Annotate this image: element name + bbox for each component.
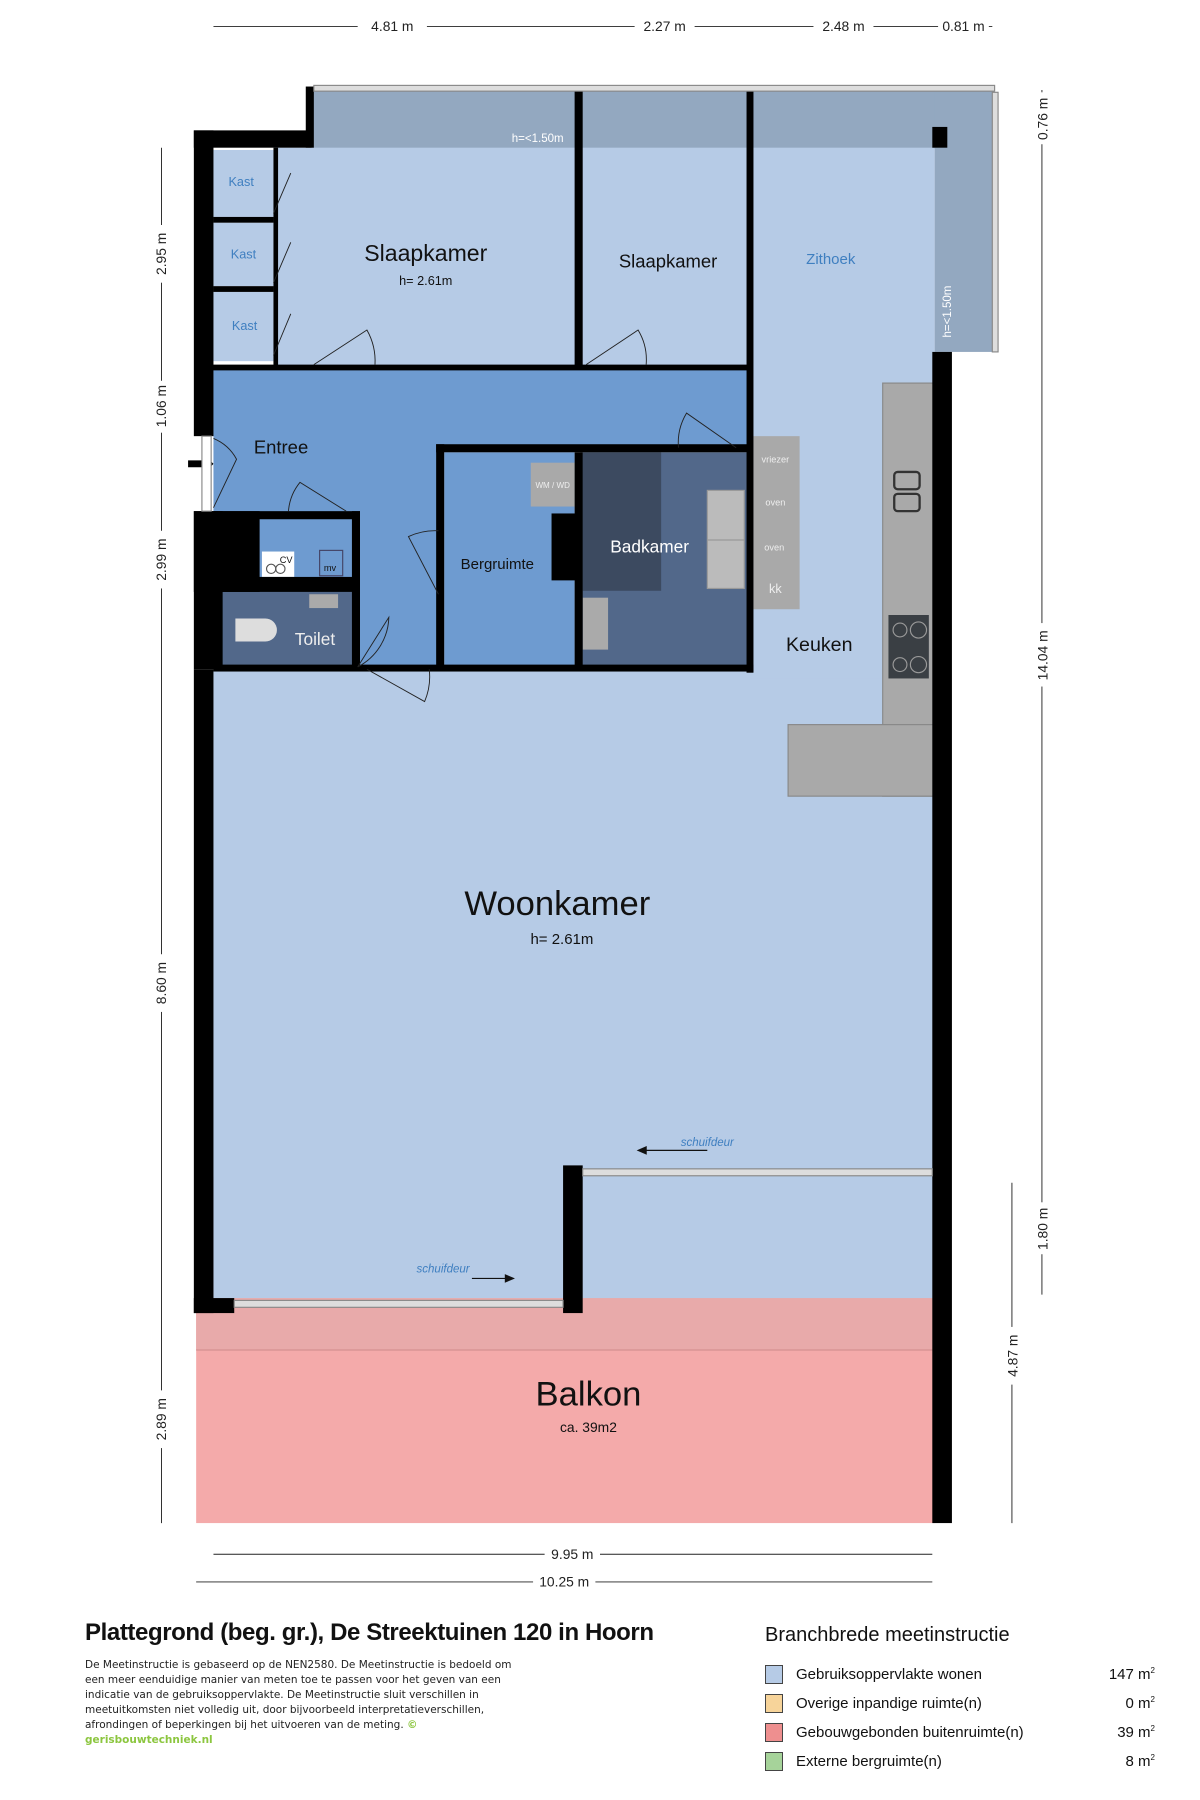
right-strip-height: h=<1.50m: [942, 286, 954, 338]
dim-top-1: 4.81 m: [371, 18, 413, 34]
dim-bottom-inner: 9.95 m: [551, 1546, 593, 1562]
swatch-icon: [765, 1723, 783, 1742]
dim-left-5: 2.89 m: [153, 1398, 169, 1440]
doors: [213, 172, 737, 703]
sliding-arrow-icon: [636, 1146, 708, 1155]
kast-label: Kast: [232, 319, 258, 333]
room-label-toilet: Toilet: [295, 629, 336, 649]
wm-wd-label: WM / WD: [535, 481, 570, 490]
dim-left-3: 2.99 m: [153, 538, 169, 580]
kast-1: [213, 150, 274, 217]
room-label-zithoek: Zithoek: [806, 251, 856, 268]
top-strip: [311, 88, 995, 149]
legend-title: Branchbrede meetinstructie: [765, 1624, 1010, 1646]
legend-value: 39 m2: [1117, 1724, 1155, 1741]
footer: Plattegrond (beg. gr.), De Streektuinen …: [85, 1618, 745, 1748]
legend: Branchbrede meetinstructie Gebruiksopper…: [765, 1622, 1155, 1776]
legend-value: 8 m2: [1125, 1753, 1155, 1770]
toilet-icon: [235, 618, 277, 642]
mv-label: mv: [324, 563, 337, 573]
legend-item: Overige inpandige ruimte(n) 0 m2: [765, 1689, 1155, 1718]
room-height-slaapkamer: h= 2.61m: [399, 274, 452, 288]
kast-label: Kast: [228, 175, 254, 189]
washing-machine: [530, 462, 575, 507]
room-label-keuken: Keuken: [786, 634, 853, 656]
sliding-arrow-icon: [471, 1274, 515, 1283]
legend-label: Overige inpandige ruimte(n): [796, 1695, 982, 1712]
room-label-slaapkamer-2: Slaapkamer: [619, 251, 717, 272]
kk-label: kk: [769, 582, 782, 596]
room-height-woonkamer: h= 2.61m: [530, 931, 593, 948]
swatch-icon: [765, 1665, 783, 1684]
room-label-woonkamer: Woonkamer: [464, 885, 650, 923]
measurement-note: De Meetinstructie is gebaseerd op de NEN…: [85, 1658, 515, 1748]
dim-left-4: 8.60 m: [153, 962, 169, 1004]
legend-item: Gebruiksoppervlakte wonen 147 m2: [765, 1660, 1155, 1689]
dim-top-3: 2.48 m: [822, 18, 864, 34]
kast-3: [213, 291, 274, 362]
schuifdeur-label: schuifdeur: [681, 1137, 735, 1149]
dim-right-inner: 4.87 m: [1005, 1335, 1021, 1377]
room-label-slaapkamer: Slaapkamer: [364, 240, 487, 266]
dim-bottom-outer: 10.25 m: [539, 1574, 589, 1590]
credit-link[interactable]: © gerisbouwtechniek.nl: [85, 1719, 418, 1746]
swatch-icon: [765, 1752, 783, 1771]
entree-area: [213, 369, 750, 450]
windows: [233, 84, 999, 1308]
room-label-entree: Entree: [254, 436, 308, 457]
room-label-badkamer: Badkamer: [610, 537, 689, 557]
legend-label: Gebouwgebonden buitenruimte(n): [796, 1724, 1024, 1741]
top-strip-height: h=<1.50m: [512, 133, 564, 145]
kast-2: [213, 222, 274, 287]
dim-top-4: 0.81 m: [942, 18, 984, 34]
walls: [193, 86, 952, 1524]
dim-left-1: 2.95 m: [153, 233, 169, 275]
vriezer-label: vriezer: [762, 455, 790, 465]
swatch-icon: [765, 1694, 783, 1713]
balkon-area-label: ca. 39m2: [560, 1419, 617, 1435]
legend-item: Externe bergruimte(n) 8 m2: [765, 1747, 1155, 1776]
legend-label: Gebruiksoppervlakte wonen: [796, 1666, 982, 1683]
legend-value: 0 m2: [1125, 1695, 1155, 1712]
legend-value: 147 m2: [1108, 1666, 1155, 1683]
dim-left-2: 1.06 m: [153, 385, 169, 427]
slaapkamer2-area: [580, 147, 750, 367]
dim-right-1: 0.76 m: [1035, 98, 1051, 140]
legend-label: Externe bergruimte(n): [796, 1753, 942, 1770]
room-label-bergruimte: Bergruimte: [461, 556, 534, 573]
legend-item: Gebouwgebonden buitenruimte(n) 39 m2: [765, 1718, 1155, 1747]
kast-label: Kast: [231, 247, 257, 261]
oven-label: oven: [765, 497, 785, 507]
room-label-balkon: Balkon: [536, 1375, 642, 1413]
oven-label: oven: [764, 542, 784, 552]
sink-icon: [893, 470, 921, 491]
dim-right-2: 14.04 m: [1035, 630, 1051, 680]
dim-right-3: 1.80 m: [1035, 1208, 1051, 1250]
kitchen-island: [753, 436, 800, 610]
note-text: De Meetinstructie is gebaseerd op de NEN…: [85, 1659, 512, 1731]
cv-label: CV: [280, 555, 294, 565]
plan-title: Plattegrond (beg. gr.), De Streektuinen …: [85, 1619, 654, 1646]
schuifdeur-label: schuifdeur: [417, 1264, 471, 1276]
slaapkamer1-area: [273, 147, 577, 367]
dim-top-2: 2.27 m: [643, 18, 685, 34]
